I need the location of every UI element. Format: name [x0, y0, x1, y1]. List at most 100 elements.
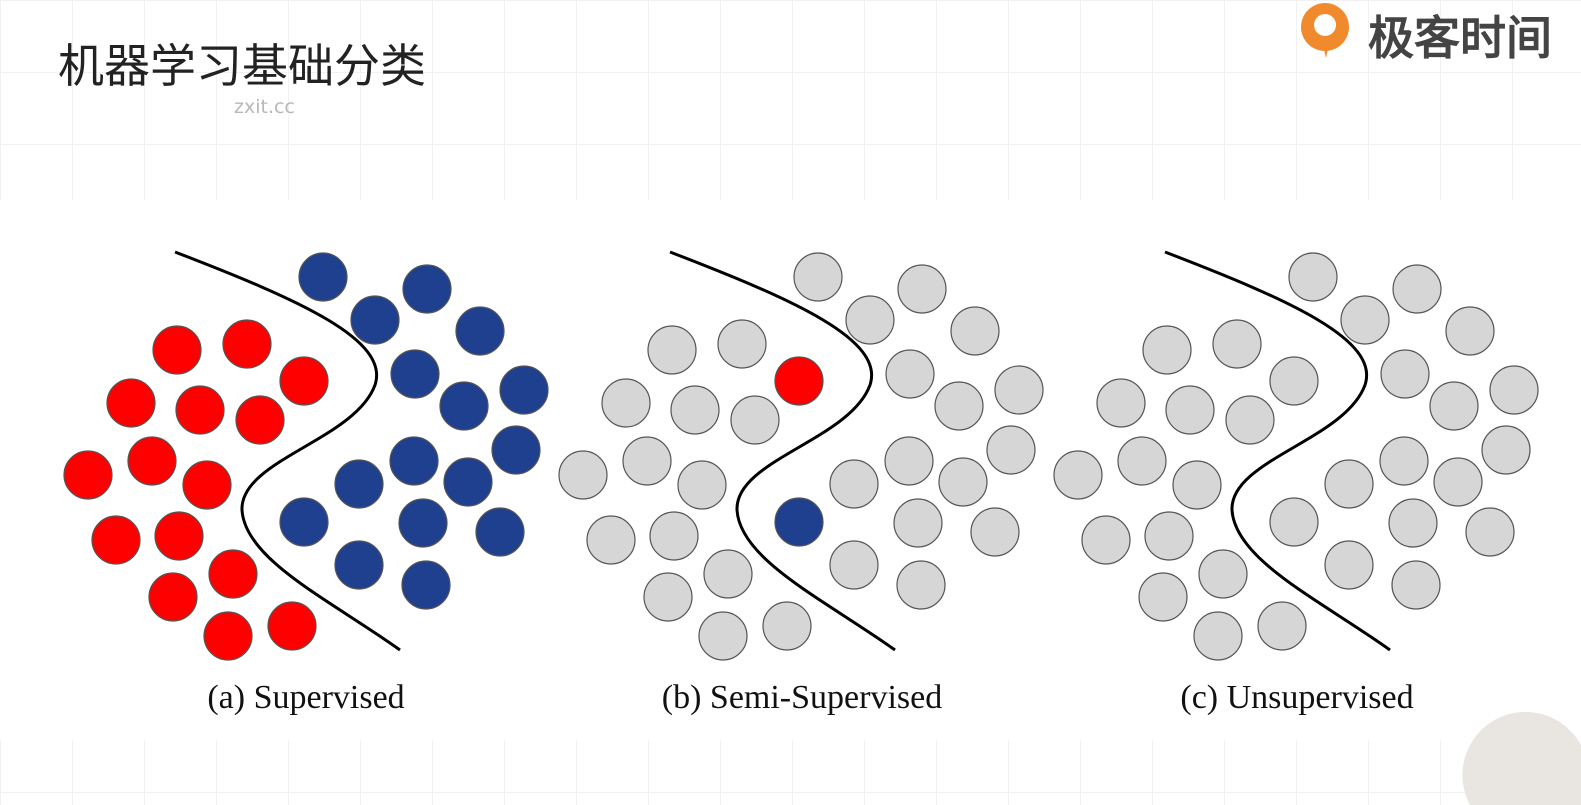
data-point — [1489, 365, 1539, 415]
data-point — [1465, 507, 1515, 557]
data-point — [884, 436, 934, 486]
data-point — [334, 540, 384, 590]
data-point — [91, 515, 141, 565]
data-point — [1380, 349, 1430, 399]
data-point — [829, 459, 879, 509]
data-point — [1481, 425, 1531, 475]
data-point — [970, 507, 1020, 557]
data-point — [279, 356, 329, 406]
data-point — [298, 252, 348, 302]
decision-boundary — [1164, 250, 1391, 652]
data-point — [1138, 572, 1188, 622]
data-point — [703, 549, 753, 599]
data-point — [1269, 497, 1319, 547]
data-point — [1225, 395, 1275, 445]
data-point — [491, 425, 541, 475]
data-point — [208, 549, 258, 599]
data-point — [1081, 515, 1131, 565]
data-point — [398, 498, 448, 548]
data-point — [994, 365, 1044, 415]
data-point — [499, 365, 549, 415]
data-point — [897, 264, 947, 314]
data-point — [586, 515, 636, 565]
watermark: zxit.cc — [234, 96, 295, 118]
data-point — [1053, 450, 1103, 500]
data-point — [1165, 385, 1215, 435]
data-point — [1142, 325, 1192, 375]
data-point — [1257, 601, 1307, 651]
data-point — [455, 306, 505, 356]
data-point — [1096, 378, 1146, 428]
data-point — [558, 450, 608, 500]
data-point — [175, 385, 225, 435]
presenter-corner — [1462, 711, 1581, 805]
data-point — [774, 497, 824, 547]
data-point — [829, 540, 879, 590]
data-point — [1429, 381, 1479, 431]
data-point — [950, 306, 1000, 356]
data-point — [401, 560, 451, 610]
data-point — [1288, 252, 1338, 302]
decision-boundary — [174, 250, 401, 652]
caption: (c) Unsupervised — [1180, 679, 1413, 716]
data-point — [677, 460, 727, 510]
data-point — [774, 356, 824, 406]
data-point — [1324, 540, 1374, 590]
data-point — [443, 457, 493, 507]
data-point — [154, 511, 204, 561]
data-point — [986, 425, 1036, 475]
data-point — [1172, 460, 1222, 510]
data-point — [1193, 611, 1243, 661]
data-point — [222, 319, 272, 369]
data-point — [647, 325, 697, 375]
data-point — [1212, 319, 1262, 369]
data-point — [885, 349, 935, 399]
logo-icon — [1301, 3, 1349, 58]
data-point — [1117, 436, 1167, 486]
data-point — [793, 252, 843, 302]
data-point — [893, 498, 943, 548]
data-point — [279, 497, 329, 547]
data-point — [402, 264, 452, 314]
data-point — [1269, 356, 1319, 406]
data-point — [1198, 549, 1248, 599]
data-point — [762, 601, 812, 651]
data-point — [643, 572, 693, 622]
slide-title: 机器学习基础分类 — [58, 39, 426, 93]
data-point — [63, 450, 113, 500]
data-point — [1445, 306, 1495, 356]
logo-text: 极客时间 — [1368, 11, 1552, 65]
data-point — [601, 378, 651, 428]
data-point — [389, 436, 439, 486]
data-point — [350, 295, 400, 345]
data-point — [896, 560, 946, 610]
data-point — [1144, 511, 1194, 561]
caption: (a) Supervised — [207, 679, 404, 716]
caption: (b) Semi-Supervised — [662, 679, 942, 716]
data-point — [475, 507, 525, 557]
data-point — [622, 436, 672, 486]
data-point — [845, 295, 895, 345]
data-point — [1391, 560, 1441, 610]
data-point — [390, 349, 440, 399]
data-point — [152, 325, 202, 375]
data-point — [1324, 459, 1374, 509]
data-point — [1392, 264, 1442, 314]
data-point — [235, 395, 285, 445]
data-point — [1388, 498, 1438, 548]
data-point — [106, 378, 156, 428]
data-point — [148, 572, 198, 622]
data-point — [1379, 436, 1429, 486]
data-point — [1340, 295, 1390, 345]
data-point — [267, 601, 317, 651]
data-point — [334, 459, 384, 509]
data-point — [182, 460, 232, 510]
data-point — [934, 381, 984, 431]
data-point — [730, 395, 780, 445]
decision-boundary — [669, 250, 896, 652]
data-point — [670, 385, 720, 435]
data-point — [1433, 457, 1483, 507]
data-point — [938, 457, 988, 507]
